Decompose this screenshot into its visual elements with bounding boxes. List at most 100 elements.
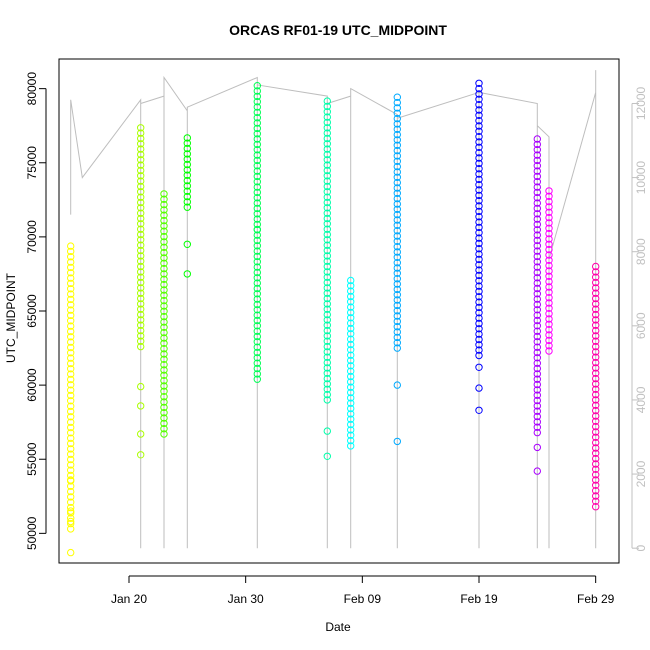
data-point [592, 326, 600, 335]
data-point [137, 124, 145, 132]
data-point [160, 222, 168, 230]
data-point [592, 294, 600, 303]
data-point [323, 113, 331, 121]
data-point [347, 415, 355, 423]
y2-tick-label: 12000 [634, 86, 648, 120]
y-tick-label: 55000 [25, 442, 39, 476]
data-point [475, 95, 483, 104]
data-point [592, 316, 600, 324]
data-point [533, 220, 541, 229]
data-point [545, 229, 553, 238]
data-point [183, 155, 192, 163]
data-point [323, 220, 331, 228]
data-point [253, 332, 261, 341]
data-point [592, 380, 600, 388]
data-point [545, 336, 553, 345]
data-point [475, 197, 483, 205]
data-point [592, 444, 600, 452]
data-point [347, 287, 355, 295]
data-point [323, 145, 331, 153]
data-point [323, 337, 331, 345]
x-tick-label: Feb 19 [460, 592, 498, 606]
data-point [137, 140, 145, 148]
data-point [67, 509, 75, 517]
data-point [253, 98, 261, 106]
data-point [137, 305, 145, 313]
data-point [253, 354, 261, 362]
data-point [137, 246, 145, 255]
y-tick-label: 65000 [25, 294, 39, 328]
data-point [137, 236, 145, 244]
data-point [183, 198, 192, 206]
data-point [592, 428, 600, 436]
data-point [323, 161, 331, 169]
data-point [253, 199, 261, 207]
data-point [347, 292, 355, 301]
data-point [393, 189, 401, 198]
data-point [475, 406, 483, 414]
data-point [592, 503, 600, 511]
data-point [592, 342, 600, 351]
data-point [533, 231, 541, 239]
data-point [183, 192, 192, 201]
data-point [67, 429, 75, 437]
data-point [475, 127, 483, 136]
data-point [533, 418, 541, 426]
data-point [347, 436, 355, 445]
data-point [533, 396, 541, 405]
data-point [160, 238, 168, 246]
data-point [545, 310, 553, 318]
data-point [323, 385, 331, 393]
data-point [137, 300, 145, 308]
data-point [393, 243, 401, 251]
data-point [475, 90, 483, 98]
data-point [137, 310, 145, 319]
data-point [253, 156, 261, 165]
data-point [253, 92, 261, 101]
data-point [475, 175, 483, 184]
data-point [160, 382, 168, 390]
data-point [323, 102, 331, 111]
x-tick-label: Feb 09 [344, 592, 382, 606]
data-point [545, 272, 553, 280]
data-point [475, 271, 483, 280]
data-point [67, 450, 75, 458]
data-point [393, 200, 401, 208]
y-tick-label: 75000 [25, 146, 39, 180]
data-point [137, 166, 145, 175]
data-point [253, 327, 261, 335]
data-point [533, 236, 541, 245]
data-point [137, 289, 145, 297]
data-point [67, 253, 75, 261]
data-point [253, 146, 261, 154]
data-point [67, 301, 75, 309]
data-point [137, 204, 145, 212]
data-point [545, 240, 553, 249]
data-point [253, 311, 261, 319]
data-point [393, 291, 401, 299]
data-point [592, 262, 600, 271]
data-point [393, 98, 401, 107]
data-point [592, 422, 600, 431]
data-point [533, 188, 541, 197]
data-point [475, 170, 483, 178]
data-point [160, 430, 168, 438]
data-point [67, 471, 75, 480]
data-point [475, 84, 483, 93]
data-point [393, 301, 401, 310]
data-point [393, 285, 401, 294]
data-point [253, 295, 261, 303]
data-point [393, 210, 401, 219]
data-point [160, 211, 168, 219]
data-point [67, 477, 75, 485]
x-tick-label: Jan 30 [228, 592, 264, 606]
data-point [347, 442, 355, 450]
data-point [592, 476, 600, 484]
data-point [545, 203, 553, 211]
data-point [183, 144, 192, 153]
data-point [533, 370, 541, 378]
data-point [160, 190, 168, 198]
data-point [592, 396, 600, 404]
data-point [533, 215, 541, 223]
data-point [533, 412, 541, 421]
